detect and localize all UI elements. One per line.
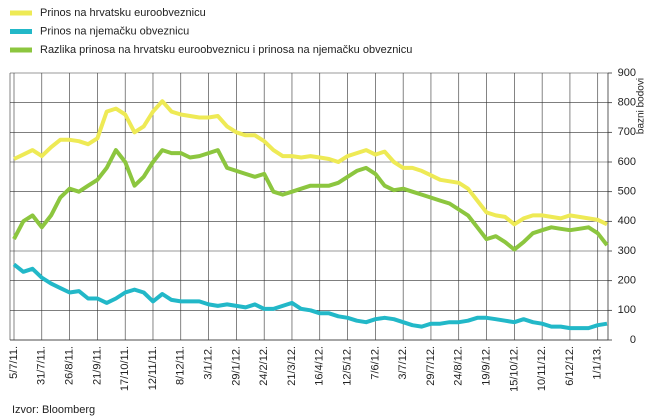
x-tick-label: 7/6/12. bbox=[369, 346, 381, 380]
x-tick-label: 16/4/12. bbox=[314, 346, 326, 386]
legend-label: Razlika prinosa na hrvatsku euroobveznic… bbox=[40, 44, 412, 56]
series-line bbox=[12, 262, 608, 331]
y-tick-label: 700 bbox=[618, 126, 636, 138]
x-tick-label: 3/7/12. bbox=[397, 346, 409, 380]
x-tick-label: 5/7/11. bbox=[8, 346, 20, 379]
legend-label: Prinos na hrvatsku euroobveznicu bbox=[40, 7, 206, 19]
x-tick-label: 21/3/12. bbox=[286, 346, 298, 386]
y-tick-label: 200 bbox=[618, 275, 636, 287]
x-tick-label: 21/9/11. bbox=[91, 346, 103, 385]
x-tick-label: 24/2/12. bbox=[258, 346, 270, 386]
series-line bbox=[12, 148, 609, 252]
x-tick-label: 17/10/11. bbox=[119, 346, 131, 391]
y-tick-label: 500 bbox=[618, 186, 636, 198]
x-tick-label: 12/11/11. bbox=[147, 346, 159, 390]
y-tick-label: 800 bbox=[618, 97, 636, 109]
y-tick-label: 300 bbox=[618, 245, 636, 257]
x-tick-label: 19/9/12. bbox=[480, 346, 492, 386]
x-tick-label: 26/8/11. bbox=[64, 346, 76, 385]
x-tick-label: 15/10/12. bbox=[508, 346, 520, 392]
y-axis-label: bazni bodovi bbox=[636, 78, 647, 134]
x-tick-label: 12/5/12. bbox=[341, 346, 353, 386]
y-tick-label: 600 bbox=[618, 156, 636, 168]
y-tick-label: 400 bbox=[618, 215, 636, 227]
x-tick-label: 29/1/12. bbox=[230, 346, 242, 386]
x-tick-label: 3/1/12. bbox=[202, 346, 214, 380]
x-tick-label: 31/7/11. bbox=[36, 346, 48, 385]
x-tick-label: 29/7/12. bbox=[425, 346, 437, 386]
x-tick-label: 10/11/12. bbox=[536, 346, 548, 391]
series-line bbox=[13, 99, 608, 227]
source: Izvor: Bloomberg bbox=[12, 404, 95, 416]
legend-label: Prinos na njemačku obveznicu bbox=[40, 25, 189, 37]
x-tick-label: 1/1/13. bbox=[592, 346, 604, 380]
x-tick-label: 8/12/11. bbox=[175, 346, 187, 385]
y-tick-label: 100 bbox=[618, 304, 636, 316]
y-tick-label: 0 bbox=[630, 334, 636, 346]
y-tick-label: 900 bbox=[618, 67, 636, 79]
x-tick-label: 24/8/12. bbox=[453, 346, 465, 386]
x-tick-label: 6/12/12. bbox=[564, 346, 576, 386]
